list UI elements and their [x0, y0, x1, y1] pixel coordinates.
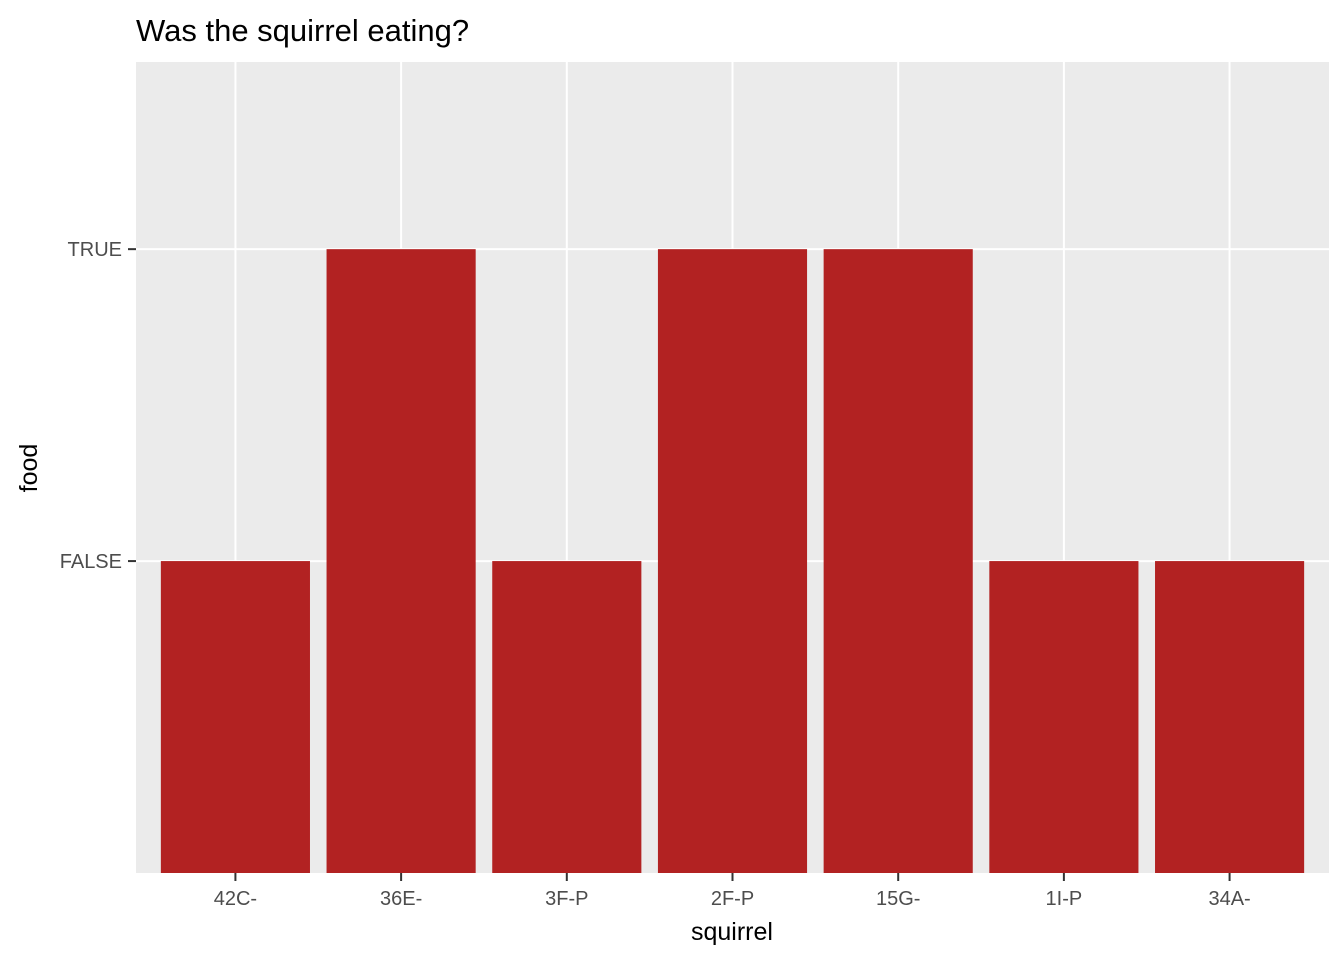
x-tick-label: 2F-P — [711, 888, 754, 910]
x-tick-label: 15G- — [876, 888, 920, 910]
bar — [657, 249, 808, 874]
chart-title: Was the squirrel eating? — [136, 13, 469, 48]
y-axis-title: food — [15, 444, 43, 493]
bar — [1155, 561, 1305, 873]
bars — [160, 249, 1305, 874]
x-tick-label: 3F-P — [545, 888, 588, 910]
x-tick-label: 34A- — [1208, 888, 1250, 910]
bar — [492, 561, 642, 873]
y-tick-label: FALSE — [60, 551, 122, 573]
bar — [326, 249, 476, 874]
bar — [823, 249, 973, 874]
bar — [160, 561, 310, 873]
x-tick-label: 36E- — [380, 888, 422, 910]
x-tick-label: 1I-P — [1046, 888, 1083, 910]
bar — [989, 561, 1139, 873]
x-tick-label: 42C- — [214, 888, 257, 910]
y-tick-label: TRUE — [68, 239, 122, 261]
y-axis-ticks: FALSE TRUE — [60, 239, 136, 573]
x-axis-title: squirrel — [691, 918, 773, 946]
x-axis-ticks: 42C- 36E- 3F-P 2F-P 15G- 1I-P 34A- — [214, 873, 1251, 910]
